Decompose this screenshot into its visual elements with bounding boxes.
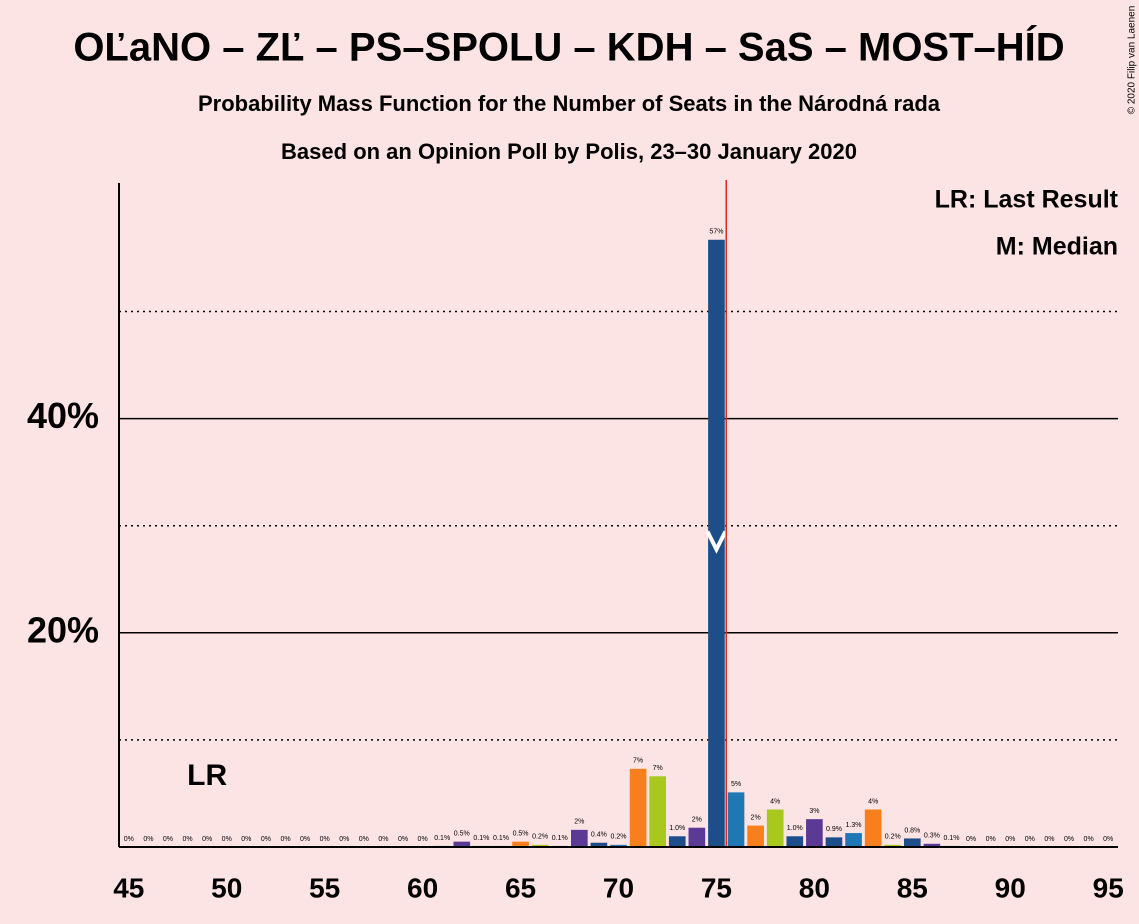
value-label: 0% xyxy=(1044,836,1054,843)
value-label: 0.1% xyxy=(493,835,509,842)
value-label: 0% xyxy=(320,836,330,843)
bar xyxy=(512,841,529,847)
value-label: 0.2% xyxy=(885,834,901,841)
value-label: 1.0% xyxy=(669,825,685,832)
value-label: 3% xyxy=(809,808,819,815)
value-label: 0.5% xyxy=(454,830,470,837)
x-tick-label: 75 xyxy=(701,872,732,903)
bar xyxy=(708,239,725,847)
x-tick-label: 65 xyxy=(505,872,536,903)
value-label: 5% xyxy=(731,781,741,788)
bar xyxy=(747,825,764,847)
value-label: 7% xyxy=(653,765,663,772)
bar xyxy=(766,809,784,847)
value-label: 0.1% xyxy=(434,835,450,842)
bar xyxy=(884,844,902,847)
value-label: 0.2% xyxy=(532,834,548,841)
value-label: 0.1% xyxy=(473,835,489,842)
value-label: 0% xyxy=(1005,836,1015,843)
bar xyxy=(903,838,921,847)
value-label: 1.0% xyxy=(787,825,803,832)
value-label: 2% xyxy=(751,814,761,821)
x-tick-label: 55 xyxy=(309,872,340,903)
bar xyxy=(923,843,941,847)
value-label: 0% xyxy=(359,836,369,843)
value-label: 0.2% xyxy=(611,834,627,841)
x-tick-label: 45 xyxy=(113,872,144,903)
bar xyxy=(864,809,882,847)
last-result-label: LR xyxy=(187,759,227,792)
value-label: 4% xyxy=(770,798,780,805)
value-label: 0% xyxy=(1084,836,1094,843)
bar xyxy=(453,841,471,847)
value-label: 0% xyxy=(202,836,212,843)
value-label: 0% xyxy=(143,836,153,843)
bar xyxy=(590,842,608,847)
value-label: 2% xyxy=(574,819,584,826)
x-tick-label: 95 xyxy=(1093,872,1124,903)
y-tick-label: 40% xyxy=(27,395,99,436)
value-label: 0% xyxy=(261,836,271,843)
value-label: 0% xyxy=(398,836,408,843)
value-label: 0.8% xyxy=(904,827,920,834)
value-label: 0% xyxy=(222,836,232,843)
legend-entry: M: Median xyxy=(996,233,1118,261)
value-label: 57% xyxy=(709,229,723,236)
value-label: 0% xyxy=(280,836,290,843)
x-tick-label: 90 xyxy=(995,872,1026,903)
value-label: 0% xyxy=(1103,836,1113,843)
value-label: 0.9% xyxy=(826,826,842,833)
legend-entry: LR: Last Result xyxy=(935,186,1119,214)
chart-title: OĽaNO – ZĽ – PS–SPOLU – KDH – SaS – MOST… xyxy=(73,25,1064,70)
value-label: 0% xyxy=(986,836,996,843)
median-marker xyxy=(705,530,728,554)
value-label: 0% xyxy=(378,836,388,843)
value-label: 0% xyxy=(339,836,349,843)
x-tick-label: 85 xyxy=(897,872,928,903)
bar xyxy=(531,844,549,847)
value-label: 0.4% xyxy=(591,832,607,839)
value-label: 4% xyxy=(868,798,878,805)
value-label: 0.3% xyxy=(924,833,940,840)
value-label: 0% xyxy=(1064,836,1074,843)
value-label: 0% xyxy=(124,836,134,843)
value-label: 2% xyxy=(692,817,702,824)
x-tick-label: 60 xyxy=(407,872,438,903)
x-tick-label: 50 xyxy=(211,872,242,903)
value-label: 0% xyxy=(241,836,251,843)
y-tick-label: 20% xyxy=(27,609,99,650)
bar xyxy=(727,792,745,847)
bar xyxy=(845,833,862,847)
value-label: 0% xyxy=(1025,836,1035,843)
bar xyxy=(668,836,686,847)
bar xyxy=(688,827,706,847)
value-label: 0.1% xyxy=(552,835,568,842)
chart-subtitle: Based on an Opinion Poll by Polis, 23–30… xyxy=(281,139,857,164)
bar xyxy=(649,776,667,847)
copyright: © 2020 Filip van Laenen xyxy=(1127,6,1138,115)
value-label: 1.3% xyxy=(846,822,862,829)
value-label: 0% xyxy=(300,836,310,843)
value-label: 0.1% xyxy=(944,835,960,842)
bar xyxy=(806,819,823,847)
bar xyxy=(629,768,647,847)
value-label: 0% xyxy=(966,836,976,843)
value-label: 0% xyxy=(163,836,173,843)
value-label: 0% xyxy=(418,836,428,843)
x-tick-label: 70 xyxy=(603,872,634,903)
x-tick-label: 80 xyxy=(799,872,830,903)
bar xyxy=(786,836,804,847)
bar xyxy=(610,844,627,847)
value-label: 0% xyxy=(182,836,192,843)
value-label: 7% xyxy=(633,758,643,765)
chart-subtitle: Probability Mass Function for the Number… xyxy=(198,91,941,116)
value-label: 0.5% xyxy=(513,830,529,837)
bar xyxy=(570,829,588,847)
bar xyxy=(825,837,843,847)
